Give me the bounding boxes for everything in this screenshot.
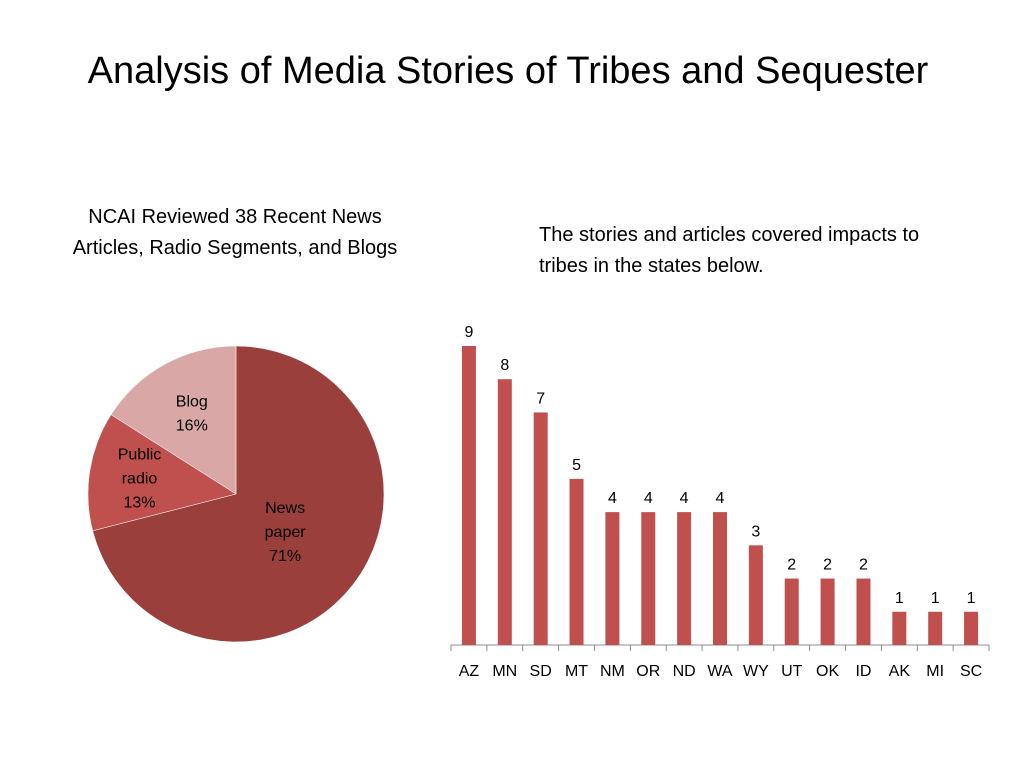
bar-chart-caption: The stories and articles covered impacts… — [539, 220, 999, 282]
x-tick-label: MI — [926, 663, 944, 680]
x-tick-label: OK — [816, 663, 839, 680]
bar-data-label: 1 — [967, 590, 976, 607]
bar-data-label: 2 — [859, 557, 868, 574]
pie-title-line-2: Articles, Radio Segments, and Blogs — [72, 237, 398, 259]
bar-data-label: 1 — [895, 590, 904, 607]
bar-wa — [713, 512, 727, 645]
x-tick-label: WY — [743, 663, 769, 680]
bar-data-label: 1 — [931, 590, 940, 607]
bar-mt — [569, 478, 584, 645]
x-tick-label: WA — [707, 663, 733, 680]
bar-data-label: 7 — [536, 390, 545, 407]
bar-id — [856, 578, 871, 645]
pie-chart-title: NCAI Reviewed 38 Recent News Articles, R… — [40, 202, 430, 264]
bar-data-label: 9 — [464, 324, 473, 341]
pie-label-blog: Blog 16% — [176, 394, 208, 435]
bar-sd — [533, 412, 548, 645]
bar-nm — [605, 512, 620, 645]
x-tick-label: AK — [889, 663, 911, 680]
x-tick-label: OR — [636, 663, 660, 680]
bar-data-label: 3 — [751, 523, 760, 540]
bar-mi — [928, 611, 943, 645]
bar-wy — [748, 545, 763, 645]
x-tick-label: AZ — [459, 663, 480, 680]
bar-chart: 9 AZ 8 MN 7 SD 5 MT 4 NM 4 OR 4 ND 4 WA 3 WY 2 UT 2 OK 2 ID 1 AK 1… — [450, 324, 990, 680]
bar-ut — [784, 578, 799, 645]
bar-data-label: 2 — [823, 557, 832, 574]
pie-slice-blog — [110, 345, 237, 495]
pie-title-line-1: NCAI Reviewed 38 Recent News — [88, 206, 382, 228]
pie-label-public-radio: Public radio 13% — [118, 447, 162, 512]
pie-slice-news-paper — [92, 345, 385, 643]
bar-ak — [892, 611, 907, 645]
bar-mn — [497, 379, 512, 645]
pie-chart: News paper 71% Public radio 13% Blog 16% — [87, 345, 385, 643]
pie-slice-public-radio — [87, 414, 237, 532]
x-tick-label: MT — [565, 663, 588, 680]
x-tick-label: ND — [673, 663, 696, 680]
bar-caption-line-1: The stories and articles covered impacts… — [539, 224, 920, 246]
bar-data-label: 8 — [500, 357, 509, 374]
x-tick-label: MN — [492, 663, 517, 680]
x-tick-label: SD — [530, 663, 552, 680]
bar-data-label: 2 — [787, 557, 796, 574]
x-tick-label: ID — [855, 663, 871, 680]
x-tick-label: UT — [781, 663, 803, 680]
bar-data-label: 4 — [644, 490, 653, 507]
bar-or — [641, 512, 656, 645]
bar-data-label: 4 — [680, 490, 689, 507]
bar-sc — [964, 611, 979, 645]
x-tick-label: SC — [960, 663, 982, 680]
bar-ok — [820, 578, 835, 645]
bar-caption-line-2: tribes in the states below. — [539, 255, 764, 277]
x-tick-label: NM — [600, 663, 625, 680]
bar-data-label: 4 — [608, 490, 617, 507]
pie-label-news-paper: News paper 71% — [265, 500, 307, 565]
bar-data-label: 4 — [716, 490, 725, 507]
slide-title: Analysis of Media Stories of Tribes and … — [87, 50, 929, 92]
bar-nd — [677, 512, 692, 645]
bar-data-label: 5 — [572, 457, 581, 474]
bar-az — [461, 346, 476, 645]
